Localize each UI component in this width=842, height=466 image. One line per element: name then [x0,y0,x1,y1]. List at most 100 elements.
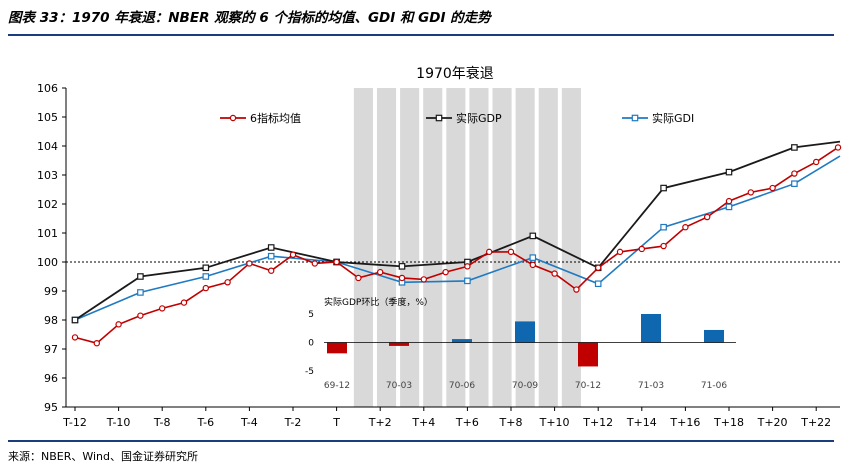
legend-label: 6指标均值 [250,111,301,125]
data-point [246,260,253,267]
y-tick-label: 103 [37,169,58,182]
data-point [725,203,733,211]
inset-x-label: 70-03 [386,381,412,391]
data-point [769,184,776,192]
data-point [725,197,733,205]
shade-band [446,88,466,407]
inset-bar [641,314,661,343]
chart-title: 1970年衰退 [416,65,494,82]
data-point [267,244,275,251]
data-point [311,260,318,267]
inset-bar [704,329,724,343]
data-point [377,268,384,276]
x-tick-label: T+10 [539,416,570,429]
shade-band [561,88,581,407]
shade-band [423,88,443,407]
y-tick-label: 95 [44,401,58,414]
data-point [398,263,406,270]
x-tick-label: T+20 [757,416,788,429]
data-point [289,251,297,258]
x-tick-label: T+8 [499,416,523,429]
data-point [93,340,101,347]
y-tick-label: 105 [37,111,58,124]
data-point [660,184,667,192]
figure-title: 图表 33：1970 年衰退：NBER 观察的 6 个指标的均值、GDI 和 G… [8,10,491,26]
data-point [398,274,406,282]
data-point [268,267,275,274]
y-tick-label: 106 [37,82,58,95]
x-tick-label: T-6 [196,416,214,429]
x-tick-label: T-10 [106,416,131,429]
data-point [791,180,798,188]
y-tick-label: 97 [44,343,58,356]
data-point [573,286,580,293]
chart-svg: 95 96 97 98 99 100 101 102 103 104 105 106 T-12 T-10 T… [37,65,842,429]
shade-band [376,88,397,407]
inset-y-tick-label: 5 [308,310,314,320]
data-point [529,254,537,261]
data-point [464,263,471,270]
legend: 6指标均值 实际GDP 实际GDI [220,111,694,125]
data-point [747,189,755,196]
inset-bar [578,342,598,367]
legend-label: 实际GDI [652,111,694,125]
data-point [507,248,515,256]
line-series [71,140,842,347]
data-point [638,245,646,253]
y-tick-label: 104 [37,140,58,153]
series-line [74,146,839,345]
y-tick-label: 101 [37,227,58,240]
x-tick-label: T+14 [626,416,657,429]
inset-x-label: 71-06 [701,381,727,391]
x-tick-label: T+6 [455,416,479,429]
inset-x-label: 70-12 [575,381,601,391]
inset-x-label: 69-12 [324,381,350,391]
shade-band [538,88,558,407]
x-tick-label: T [332,416,340,429]
x-tick-label: T+22 [800,416,831,429]
x-tick-label: T+12 [582,416,613,429]
data-point [355,274,362,282]
shade-band [400,88,420,407]
x-tick-label: T+2 [368,416,392,429]
inset-bar-chart: 实际GDP环比（季度，%） -5 0 5 69-12 70-03 70-06 70-09 70-… [305,296,736,391]
bottom-rule [8,440,834,442]
inset-title: 实际GDP环比（季度，%） [324,296,433,308]
y-tick-label: 98 [44,314,58,327]
inset-bar [389,342,409,346]
shade-band [353,88,373,407]
y-tick-label: 99 [44,285,58,298]
inset-x-label: 70-06 [449,381,475,391]
inset-x-label: 71-03 [638,381,664,391]
data-point [158,305,166,312]
data-point [137,273,144,280]
data-point [595,264,602,271]
main-axes: 95 96 97 98 99 100 101 102 103 104 105 106 T-12 T-10 T… [37,82,840,429]
inset-y-tick-label: 0 [308,339,314,349]
data-point [660,223,667,231]
x-tick-label: T-8 [153,416,171,429]
inset-x-label: 70-09 [512,381,538,391]
y-tick-label: 102 [37,198,58,211]
data-point [115,321,122,328]
inset-bar [452,339,472,343]
data-point [137,289,144,296]
data-point [791,144,798,151]
data-point [725,168,733,176]
inset-bar [515,321,535,343]
data-point [594,280,602,288]
data-point [464,277,471,285]
data-point [704,213,711,221]
x-tick-label: T+4 [411,416,435,429]
data-point [682,223,689,231]
shade-band [515,88,535,407]
data-point [71,334,79,341]
x-tick-label: T-12 [62,416,87,429]
data-point [71,316,79,324]
y-tick-label: 100 [37,256,58,269]
data-point [551,270,558,277]
shade-band [469,88,489,407]
legend-marker [229,114,237,122]
data-point [660,242,667,250]
source-note: 来源：NBER、Wind、国金证券研究所 [8,450,199,463]
